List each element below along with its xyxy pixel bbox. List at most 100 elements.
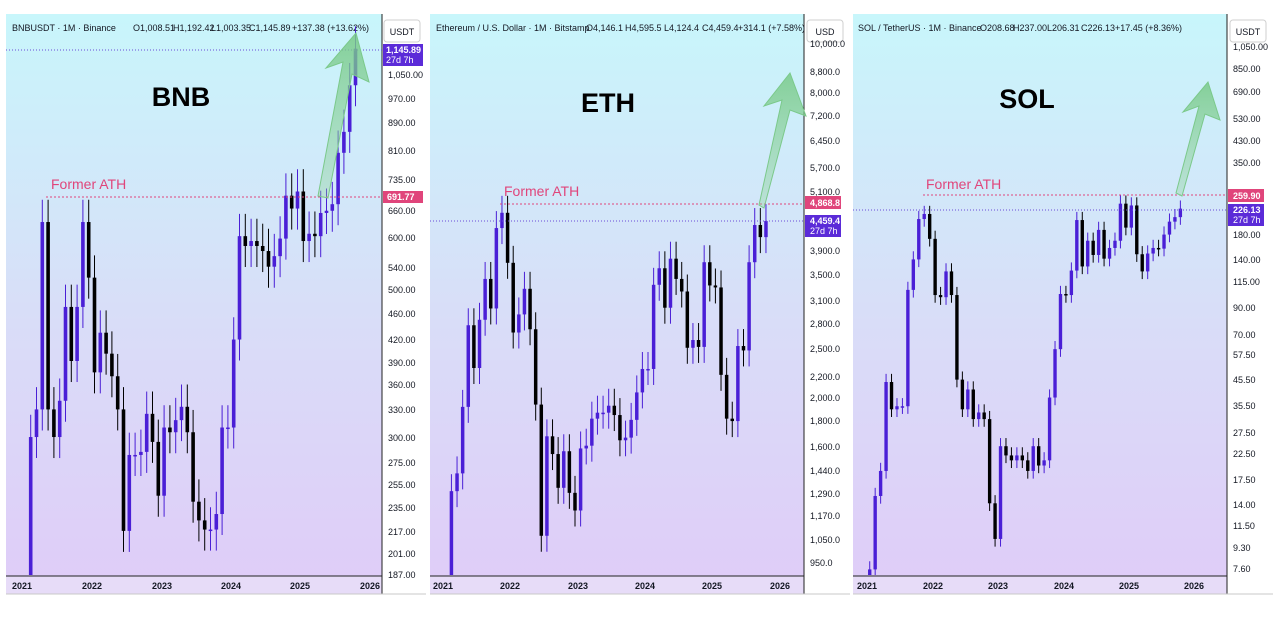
price-axis-bg <box>382 14 426 594</box>
x-tick: 2021 <box>857 581 877 591</box>
ath-price-tag-value: 691.77 <box>387 192 415 202</box>
candle-body <box>1015 455 1019 461</box>
candle-body <box>289 195 294 209</box>
candle-body <box>966 389 970 410</box>
y-tick: 115.00 <box>1233 277 1260 287</box>
candle-body <box>144 413 149 452</box>
candle-body <box>347 85 352 132</box>
candle-body <box>342 131 346 153</box>
candle-body <box>539 404 544 536</box>
currency-button[interactable] <box>806 19 844 43</box>
currency-label: USDT <box>1236 27 1261 37</box>
price-tag <box>805 215 841 237</box>
candle-body <box>528 288 532 330</box>
candle-body <box>944 271 948 298</box>
candle-body <box>511 262 515 333</box>
chart-panel-sol: SOL / TetherUS · 1M · Binance O208.68 H2… <box>853 0 1273 637</box>
candle-body <box>949 271 954 296</box>
candle-body <box>260 245 265 252</box>
former-ath-label: Former ATH <box>51 176 126 192</box>
y-tick: 5,700.0 <box>810 163 840 173</box>
y-tick: 217.00 <box>388 527 416 537</box>
candle-body <box>1107 247 1112 259</box>
candle-body <box>208 529 213 532</box>
candle-body <box>466 325 471 407</box>
y-tick: 70.00 <box>1233 330 1256 340</box>
y-tick: 8,800.0 <box>810 67 840 77</box>
candle-body <box>612 405 617 416</box>
time-axis-bg <box>853 576 1227 594</box>
candle-body <box>1096 229 1101 255</box>
candle-body <box>960 379 965 410</box>
candle-body <box>505 212 510 263</box>
chart-header-close: C4,459.4 <box>702 23 739 33</box>
chart-header-high: H4,595.5 <box>625 23 662 33</box>
x-tick: 2026 <box>770 581 790 591</box>
candle-body <box>719 287 723 375</box>
candle-body <box>489 278 493 309</box>
candle-body <box>724 374 729 419</box>
y-tick: 390.00 <box>388 358 416 368</box>
candle-body <box>179 406 184 421</box>
y-tick: 180.00 <box>1233 230 1261 240</box>
candle-body <box>977 412 981 420</box>
candle-body <box>933 238 937 296</box>
candle-body <box>987 419 992 504</box>
x-tick: 2022 <box>923 581 943 591</box>
candle-body <box>139 451 143 455</box>
y-tick: 1,440.0 <box>810 466 840 476</box>
candle-body <box>730 418 734 422</box>
candle-body <box>1009 455 1014 461</box>
candle-body <box>1173 217 1177 222</box>
price-tag-countdown: 27d 7h <box>810 226 838 236</box>
y-tick: 500.00 <box>388 285 416 295</box>
candle-body <box>741 346 746 351</box>
candle-body <box>168 427 172 433</box>
candle-body <box>635 392 639 420</box>
candle-body <box>1145 253 1150 272</box>
candle-body <box>578 448 583 511</box>
candle-body <box>197 501 201 521</box>
chart-header-high: H237.00 <box>1013 23 1047 33</box>
y-tick: 2,000.0 <box>810 393 840 403</box>
candle-body <box>249 241 253 246</box>
candle-body <box>185 406 190 433</box>
price-tag-countdown: 27d 7h <box>386 55 414 65</box>
price-tag <box>1228 204 1264 226</box>
x-tick: 2026 <box>360 581 380 591</box>
currency-button[interactable] <box>383 19 421 43</box>
candle-body <box>460 406 465 474</box>
candle-body <box>900 406 905 408</box>
y-tick: 1,050.00 <box>388 70 423 80</box>
former-ath-label: Former ATH <box>504 183 579 199</box>
candle-body <box>646 368 650 371</box>
candle-body <box>550 436 555 455</box>
candle-body <box>455 473 459 492</box>
candle-body <box>696 340 701 347</box>
chart-header-low: L4,124.4 <box>664 23 699 33</box>
candle-body <box>906 289 910 407</box>
y-tick: 690.00 <box>1233 87 1261 97</box>
y-tick: 460.00 <box>388 309 416 319</box>
y-tick: 3,500.0 <box>810 270 840 280</box>
x-tick: 2023 <box>988 581 1008 591</box>
x-tick: 2025 <box>1119 581 1139 591</box>
up-arrow-icon <box>1175 80 1221 197</box>
candle-body <box>500 212 504 229</box>
candle-body <box>668 258 673 308</box>
x-tick: 2022 <box>82 581 102 591</box>
candle-body <box>1058 293 1063 350</box>
y-tick: 970.00 <box>388 94 416 104</box>
candle-body <box>214 514 219 530</box>
candle-body <box>606 405 611 413</box>
currency-label: USD <box>815 27 835 37</box>
candle-body <box>1031 446 1035 471</box>
candle-body <box>911 259 916 290</box>
y-tick: 1,050.00 <box>1233 42 1268 52</box>
candle-body <box>449 491 454 575</box>
y-tick: 540.00 <box>388 263 416 273</box>
candle-body <box>1135 205 1139 255</box>
ath-price-tag <box>383 191 423 203</box>
currency-label: USDT <box>390 27 415 37</box>
currency-button[interactable] <box>1229 19 1267 43</box>
